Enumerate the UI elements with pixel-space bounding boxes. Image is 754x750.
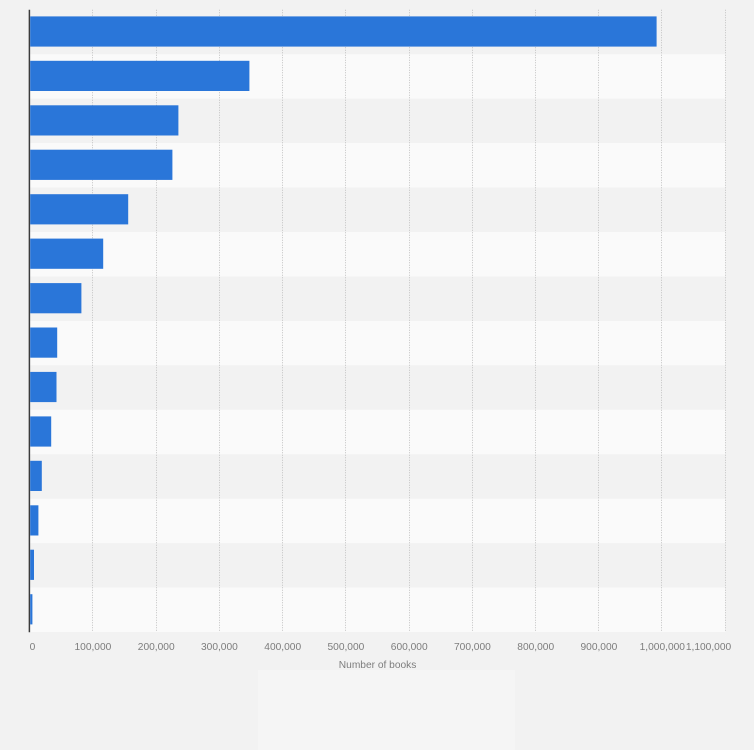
svg-text:400,000: 400,000 — [264, 642, 301, 653]
svg-text:500,000: 500,000 — [327, 642, 364, 653]
svg-text:100,000: 100,000 — [74, 642, 111, 653]
svg-text:600,000: 600,000 — [391, 642, 428, 653]
svg-text:0: 0 — [30, 642, 36, 653]
svg-text:300,000: 300,000 — [201, 642, 238, 653]
svg-text:1,000,000: 1,000,000 — [640, 642, 686, 653]
svg-text:800,000: 800,000 — [517, 642, 554, 653]
svg-text:900,000: 900,000 — [580, 642, 617, 653]
svg-text:700,000: 700,000 — [454, 642, 491, 653]
svg-text:1,100,000: 1,100,000 — [686, 642, 732, 653]
svg-text:Number of books: Number of books — [339, 660, 417, 671]
svg-text:200,000: 200,000 — [138, 642, 175, 653]
